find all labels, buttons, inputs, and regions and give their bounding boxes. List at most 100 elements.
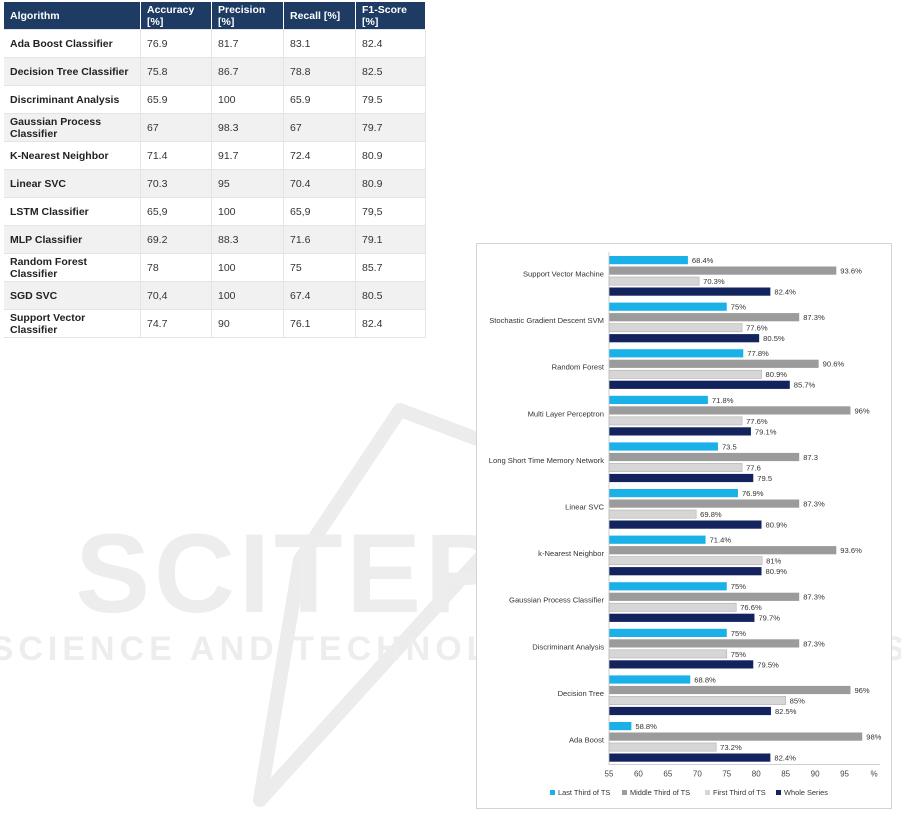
bar (609, 613, 755, 622)
cell-recall: 75 (283, 253, 356, 282)
cell-f1-score: 79.5 (355, 85, 426, 114)
x-tick-label: 90 (811, 770, 820, 779)
bar (608, 276, 700, 286)
data-label: 77.6% (746, 324, 768, 333)
x-tick-label: 95 (840, 770, 849, 779)
cell-f1-score: 85.7 (355, 253, 426, 282)
table-row: Decision Tree Classifier 75.8 86.7 78.8 82.5 (4, 57, 426, 86)
data-label: 87.3% (803, 639, 825, 648)
legend-swatch (705, 790, 710, 795)
bar (609, 499, 800, 508)
bar (609, 313, 800, 322)
bar (608, 742, 717, 752)
bar (609, 302, 727, 311)
cell-precision: 88.3 (211, 225, 284, 254)
header-recall: Recall [%] (283, 2, 356, 30)
cell-f1-score: 82.5 (355, 57, 426, 86)
data-label: 79.1% (755, 427, 777, 436)
data-label: 82.4% (774, 288, 796, 297)
cell-f1-score: 79.7 (355, 113, 426, 142)
x-tick-label: 75 (722, 770, 731, 779)
cell-precision: 100 (211, 85, 284, 114)
cell-recall: 71.6 (283, 225, 356, 254)
bar (608, 556, 763, 566)
x-tick-label: 80 (752, 770, 761, 779)
bar (609, 639, 800, 648)
cell-accuracy: 70.3 (140, 169, 212, 198)
cell-accuracy: 74.7 (140, 309, 212, 338)
bar (609, 732, 863, 741)
cell-f1-score: 82.4 (355, 29, 426, 58)
data-label: 79.7% (758, 614, 780, 623)
cell-precision: 86.7 (211, 57, 284, 86)
category-label: Discriminant Analysis (532, 642, 604, 651)
bar (608, 463, 743, 472)
cell-algorithm: MLP Classifier (4, 225, 141, 254)
data-label: 73.5 (722, 442, 737, 451)
data-label: 80.5% (763, 334, 785, 343)
cell-algorithm: Support Vector Classifier (4, 309, 141, 338)
data-label: 82.5% (775, 707, 797, 716)
header-accuracy: Accuracy [%] (140, 2, 212, 30)
cell-recall: 65,9 (283, 197, 356, 226)
cell-accuracy: 65.9 (140, 85, 212, 114)
category-label: Long Short Time Memory Network (489, 456, 604, 465)
bar (609, 675, 691, 684)
data-label: 76.9% (742, 489, 764, 498)
legend-label: First Third of TS (713, 788, 766, 797)
cell-accuracy: 76.9 (140, 29, 212, 58)
legend-label: Whole Series (784, 788, 828, 797)
bar (609, 287, 771, 296)
table-row: Ada Boost Classifier 76.9 81.7 83.1 82.4 (4, 29, 426, 58)
cell-algorithm: Decision Tree Classifier (4, 57, 141, 86)
cell-precision: 100 (211, 281, 284, 310)
cell-algorithm: Discriminant Analysis (4, 85, 141, 114)
cell-algorithm: LSTM Classifier (4, 197, 141, 226)
data-label: 77.8% (747, 349, 769, 358)
x-tick-label: 55 (605, 770, 614, 779)
legend-swatch (622, 790, 627, 795)
bar (608, 696, 786, 705)
category-label: Gaussian Process Classifier (509, 596, 604, 605)
table-row: Support Vector Classifier 74.7 90 76.1 82.4 (4, 309, 426, 338)
bar (608, 602, 737, 612)
bar (609, 452, 800, 462)
category-label: Random Forest (552, 363, 605, 372)
bar (609, 546, 837, 555)
bar (608, 323, 743, 333)
cell-precision: 90 (211, 309, 284, 338)
bar (609, 535, 706, 544)
cell-f1-score: 80.9 (355, 141, 426, 170)
bar (609, 349, 744, 358)
cell-precision: 91.7 (211, 141, 284, 170)
cell-precision: 81.7 (211, 29, 284, 58)
cell-algorithm: Linear SVC (4, 169, 141, 198)
bar (609, 567, 762, 576)
data-label: 87.3% (803, 593, 825, 602)
bar (609, 660, 754, 669)
cell-algorithm: Ada Boost Classifier (4, 29, 141, 58)
cell-recall: 83.1 (283, 29, 356, 58)
category-label: Multi Layer Perceptron (528, 409, 604, 418)
bar (608, 649, 728, 659)
bar (609, 395, 708, 404)
bar (609, 427, 751, 436)
table-row: MLP Classifier 69.2 88.3 71.6 79.1 (4, 225, 426, 254)
cell-algorithm: SGD SVC (4, 281, 141, 310)
table-header-row: Algorithm Accuracy [%] Precision [%] Rec… (4, 2, 426, 30)
category-label: Stochastic Gradient Descent SVM (489, 316, 604, 325)
header-f1-score: F1-Score [%] (355, 2, 426, 30)
bar (609, 685, 851, 695)
bar (609, 582, 727, 591)
data-label: 85.7% (794, 381, 816, 390)
cell-accuracy: 71.4 (140, 141, 212, 170)
bar (609, 489, 738, 498)
header-precision: Precision [%] (211, 2, 284, 30)
cell-recall: 70.4 (283, 169, 356, 198)
data-label: 93.6% (840, 267, 862, 276)
bar (609, 628, 727, 637)
x-tick-label: % (870, 770, 877, 779)
data-label: 69.8% (700, 510, 722, 519)
cell-f1-score: 80.9 (355, 169, 426, 198)
data-label: 87.3% (803, 313, 825, 322)
